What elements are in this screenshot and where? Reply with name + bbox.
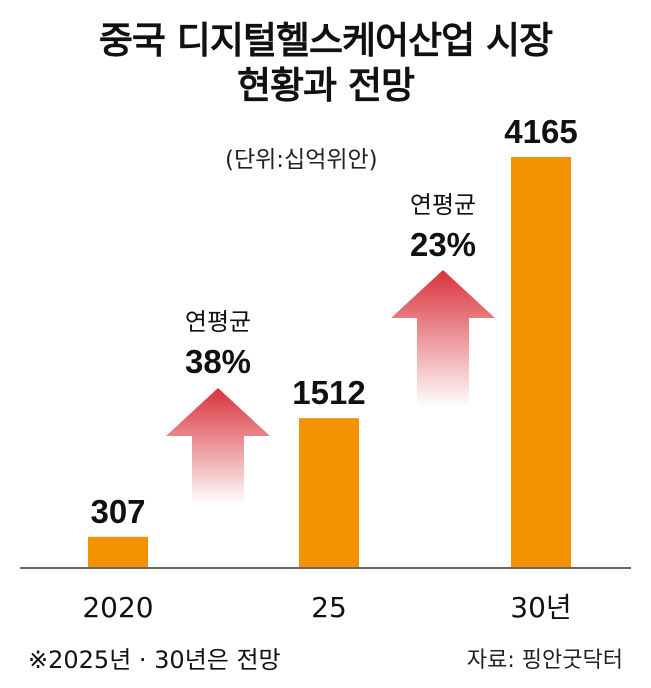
title-line-2: 현황과 전망 — [236, 64, 415, 107]
value-label-2: 4165 — [504, 113, 577, 150]
value-label-1: 1512 — [292, 374, 365, 411]
value-label-0: 307 — [90, 493, 145, 530]
growth-arrow-1 — [391, 270, 495, 408]
category-label-0: 2020 — [82, 591, 153, 624]
growth-arrow-0 — [166, 388, 270, 505]
category-label-1: 25 — [311, 591, 347, 624]
growth-label-0: 연평균 — [185, 308, 251, 336]
bar-0 — [88, 536, 148, 567]
bar-1 — [299, 418, 359, 567]
chart-title: 중국 디지털헬스케어산업 시장 현황과 전망 — [0, 18, 651, 108]
growth-rate-1: 23% — [410, 226, 476, 263]
source-credit: 자료: 핑안굿닥터 — [466, 648, 623, 673]
growth-label-1: 연평균 — [410, 191, 476, 219]
bar-2 — [511, 157, 571, 567]
footnote: ※2025년 · 30년은 전망 — [28, 646, 281, 674]
growth-rate-0: 38% — [185, 343, 251, 380]
unit-label: (단위:십억위안) — [225, 147, 378, 173]
title-line-1: 중국 디지털헬스케어산업 시장 — [98, 19, 553, 62]
category-label-2: 30년 — [510, 591, 571, 624]
